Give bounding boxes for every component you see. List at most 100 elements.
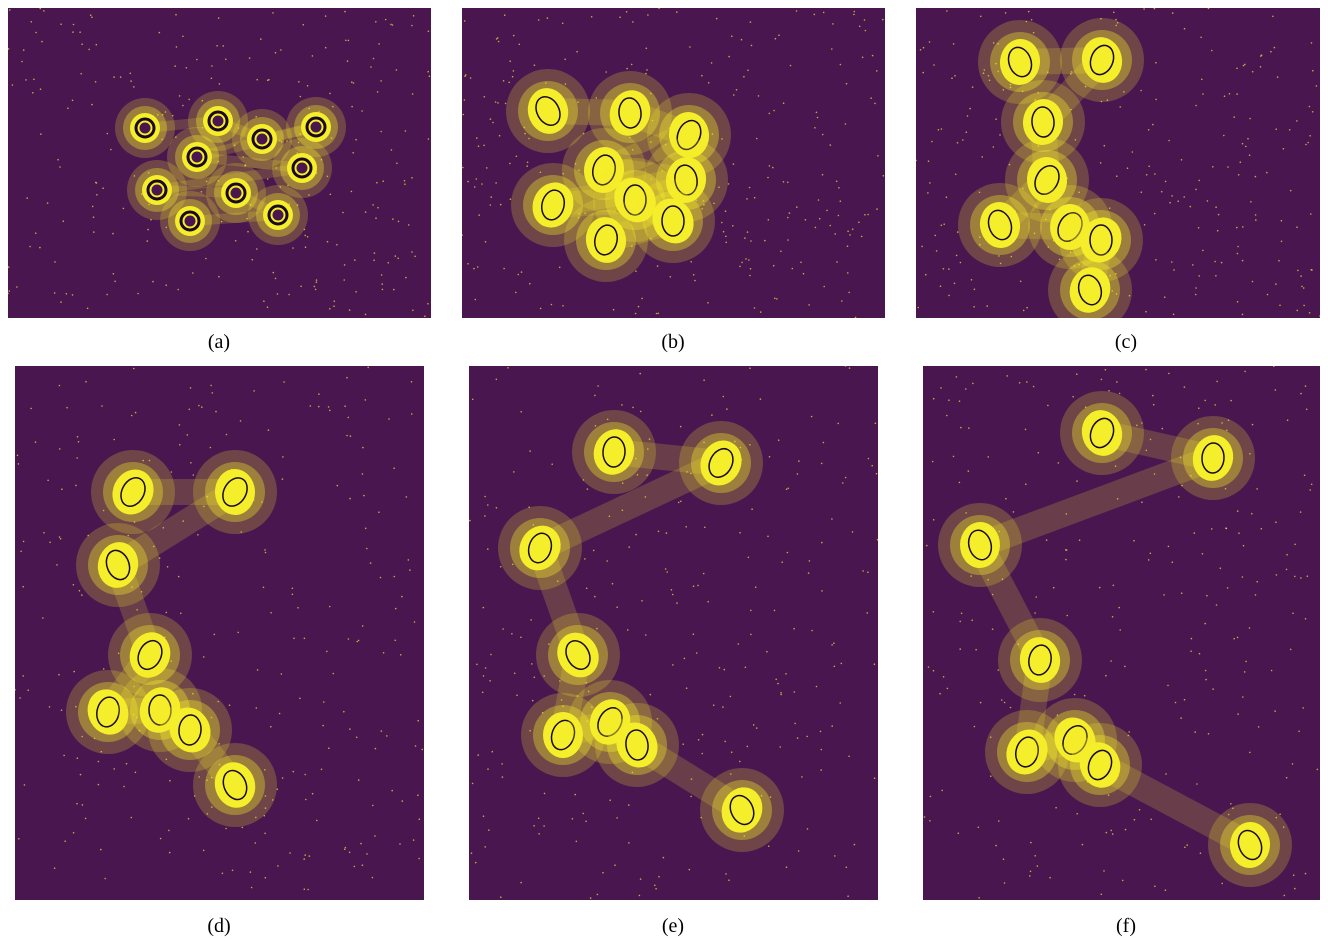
tracer-dot [943, 676, 945, 678]
tracer-dot [107, 133, 109, 135]
tracer-dot [915, 160, 917, 162]
tracer-dot [1300, 393, 1302, 395]
tracer-dot [216, 45, 218, 47]
tracer-dot [265, 877, 267, 879]
tracer-dot [328, 406, 330, 408]
tracer-dot [1202, 553, 1204, 555]
tracer-dot [840, 64, 842, 66]
tracer-dot [1309, 489, 1311, 491]
tracer-dot [1215, 206, 1217, 208]
tracer-dot [43, 10, 45, 12]
tracer-dot [225, 828, 227, 830]
tracer-dot [962, 139, 964, 141]
tracer-dot [1290, 649, 1292, 651]
tracer-dot [264, 549, 266, 551]
tracer-dot [346, 435, 348, 437]
tracer-dot [1190, 650, 1192, 652]
tracer-dot [342, 212, 344, 214]
tracer-dot [351, 106, 353, 108]
tracer-dot [1300, 275, 1302, 277]
panel-image [461, 8, 885, 319]
tracer-dot [638, 306, 640, 308]
tracer-dot [299, 698, 301, 700]
tracer-dot [277, 293, 279, 295]
tracer-dot [658, 313, 660, 315]
tracer-dot [475, 299, 477, 301]
tracer-dot [166, 612, 168, 614]
tracer-dot [304, 774, 306, 776]
tracer-dot [1065, 559, 1067, 561]
tracer-dot [255, 842, 257, 844]
tracer-dot [1311, 42, 1313, 44]
tracer-dot [704, 527, 706, 529]
tracer-dot [182, 36, 184, 38]
tracer-dot [1244, 371, 1246, 373]
tracer-dot [818, 199, 820, 201]
tracer-dot [96, 44, 98, 46]
tracer-dot [348, 638, 350, 640]
tracer-dot [307, 889, 309, 891]
tracer-dot [72, 31, 74, 33]
tracer-dot [559, 267, 561, 269]
tracer-dot [147, 240, 149, 242]
tracer-dot [20, 551, 22, 553]
tracer-dot [378, 43, 380, 45]
tracer-dot [79, 590, 81, 592]
tracer-dot [967, 115, 969, 117]
tracer-dot [750, 634, 752, 636]
tracer-dot [1201, 79, 1203, 81]
tracer-dot [948, 295, 950, 297]
tracer-dot [819, 218, 821, 220]
tracer-dot [190, 387, 192, 389]
tracer-dot [483, 145, 485, 147]
tracer-dot [24, 784, 26, 786]
tracer-dot [56, 564, 58, 566]
tracer-dot [421, 749, 423, 751]
tracer-dot [401, 596, 403, 598]
tracer-dot [702, 753, 704, 755]
tracer-dot [790, 65, 792, 67]
tracer-dot [326, 651, 328, 653]
tracer-dot [398, 221, 400, 223]
tracer-dot [63, 220, 65, 222]
tracer-dot [834, 855, 836, 857]
tracer-dot [346, 377, 348, 379]
tracer-dot [322, 725, 324, 727]
tracer-dot [861, 236, 863, 238]
tracer-dot [72, 100, 74, 102]
tracer-dot [787, 182, 789, 184]
tracer-dot [686, 687, 688, 689]
tracer-dot [318, 393, 320, 395]
tracer-dot [307, 236, 309, 238]
tracer-dot [920, 49, 922, 51]
tracer-dot [822, 174, 824, 176]
tracer-dot [1146, 174, 1148, 176]
tracer-dot [411, 251, 413, 253]
tracer-dot [1181, 592, 1183, 594]
tracer-dot [1154, 8, 1156, 10]
tracer-dot [1026, 381, 1028, 383]
panel-image [14, 366, 424, 900]
tracer-dot [848, 756, 850, 758]
tracer-dot [1178, 496, 1180, 498]
tracer-dot [883, 175, 885, 177]
tracer-dot [797, 473, 799, 475]
tracer-dot [381, 274, 383, 276]
tracer-dot [247, 231, 249, 233]
tracer-dot [197, 534, 199, 536]
tracer-dot [731, 35, 733, 37]
tracer-dot [562, 23, 564, 25]
tracer-dot [968, 427, 970, 429]
tracer-dot [130, 80, 132, 82]
tracer-dot [467, 263, 469, 265]
tracer-dot [1309, 135, 1311, 137]
tracer-dot [960, 262, 962, 264]
tracer-dot [418, 858, 420, 860]
tracer-dot [193, 474, 195, 476]
tracer-dot [1110, 660, 1112, 662]
tracer-dot [627, 629, 629, 631]
tracer-dot [1271, 670, 1273, 672]
tracer-dot [840, 200, 842, 202]
tracer-dot [1192, 264, 1194, 266]
tracer-dot [73, 24, 75, 26]
